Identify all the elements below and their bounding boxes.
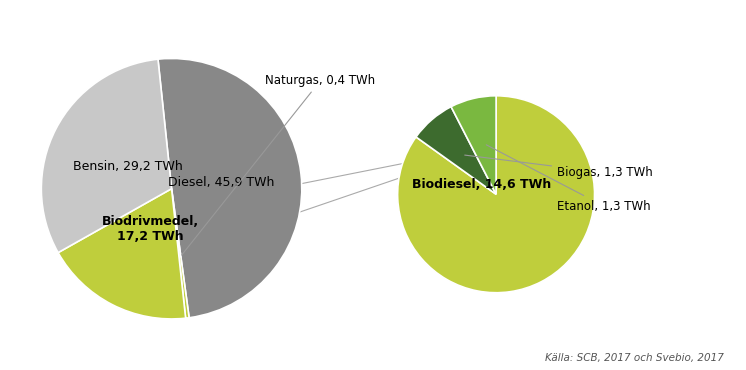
Text: Biodiesel, 14,6 TWh: Biodiesel, 14,6 TWh	[412, 178, 551, 191]
Text: Biogas, 1,3 TWh: Biogas, 1,3 TWh	[465, 155, 653, 179]
Wedge shape	[451, 96, 496, 194]
Text: Biodrivmedel,
17,2 TWh: Biodrivmedel, 17,2 TWh	[102, 215, 199, 243]
Text: Naturgas, 0,4 TWh: Naturgas, 0,4 TWh	[182, 74, 375, 255]
Wedge shape	[158, 58, 302, 318]
Wedge shape	[58, 189, 186, 319]
Wedge shape	[41, 59, 172, 253]
Text: Källa: SCB, 2017 och Svebio, 2017: Källa: SCB, 2017 och Svebio, 2017	[545, 353, 724, 363]
Text: Diesel, 45,9 TWh: Diesel, 45,9 TWh	[168, 176, 274, 189]
Text: Etanol, 1,3 TWh: Etanol, 1,3 TWh	[486, 145, 651, 213]
Wedge shape	[172, 189, 189, 318]
Wedge shape	[398, 96, 595, 293]
Text: Bensin, 29,2 TWh: Bensin, 29,2 TWh	[72, 159, 183, 172]
Wedge shape	[416, 107, 496, 194]
